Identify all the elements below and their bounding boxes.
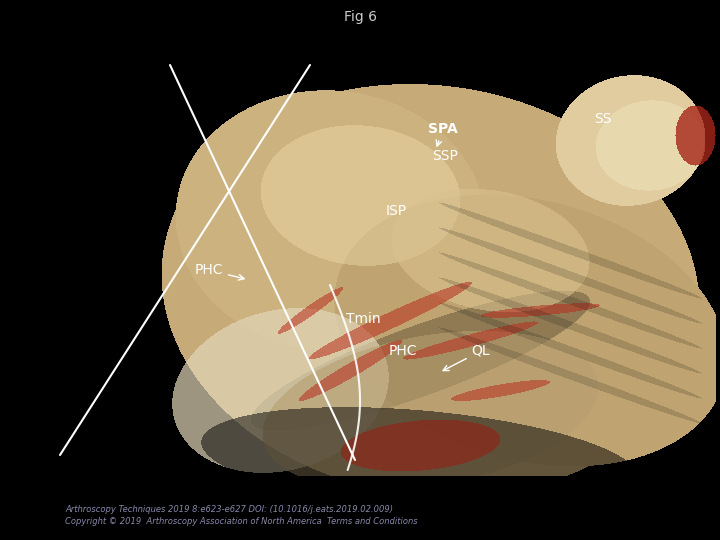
Text: Copyright © 2019  Arthroscopy Association of North America  Terms and Conditions: Copyright © 2019 Arthroscopy Association… [65, 517, 418, 526]
Text: SSP: SSP [432, 148, 458, 163]
Text: Tmin: Tmin [346, 312, 380, 326]
Text: PHC: PHC [194, 263, 244, 280]
Text: Fig 6: Fig 6 [343, 10, 377, 24]
Text: ISP: ISP [385, 204, 406, 218]
Text: SPA: SPA [428, 122, 458, 146]
Text: SS: SS [594, 112, 611, 126]
Text: QL: QL [443, 344, 490, 370]
Text: PHC: PHC [389, 344, 418, 358]
Text: Arthroscopy Techniques 2019 8:e623-e627 DOI: (10.1016/j.eats.2019.02.009): Arthroscopy Techniques 2019 8:e623-e627 … [65, 505, 393, 515]
